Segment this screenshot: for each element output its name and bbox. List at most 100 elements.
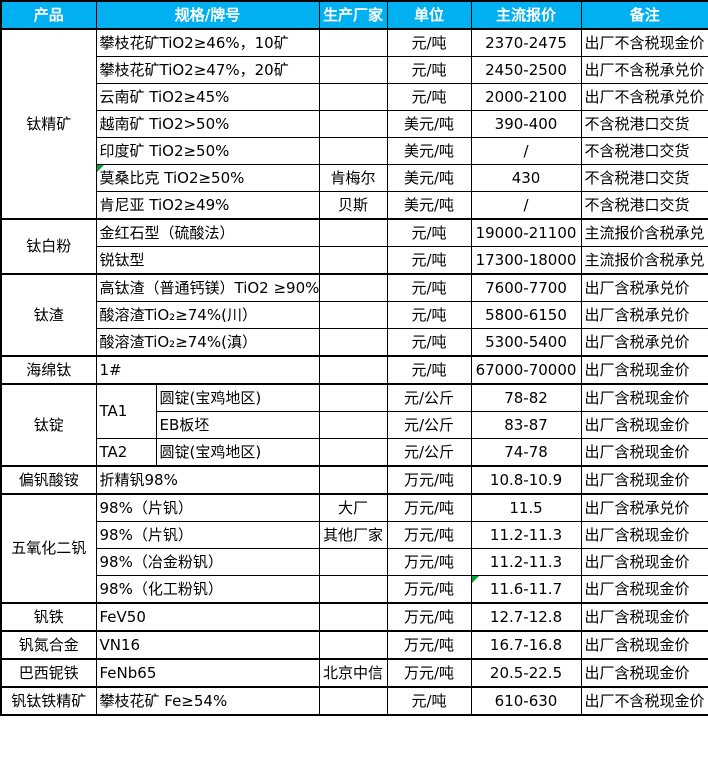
price-cell: 11.6-11.7	[470, 575, 582, 604]
spec-cell: 云南矿 TiO2≥45%	[95, 83, 320, 111]
note-cell: 出厂含税现金价	[580, 383, 708, 412]
vendor-cell	[318, 328, 388, 357]
table-row: 肯尼亚 TiO2≥49% 贝斯 美元/吨 / 不含税港口交货	[1, 191, 708, 220]
table-row: 98%（片钒） 其他厂家 万元/吨 11.2-11.3 出厂含税现金价	[1, 521, 708, 549]
vendor-cell: 肯梅尔	[318, 164, 388, 192]
unit-cell: 万元/吨	[386, 548, 472, 576]
vendor-cell	[318, 273, 388, 302]
table-row: 偏钒酸铵 折精钒98% 万元/吨 10.8-10.9 出厂含税现金价	[0, 465, 708, 495]
table-header: 产品 规格/牌号 生产厂家 单位 主流报价 备注	[0, 0, 708, 30]
table-row: 酸溶渣TiO₂≥74%(川） 元/吨 5800-6150 出厂含税承兑价	[1, 301, 708, 329]
price-cell: 17300-18000	[470, 246, 582, 275]
unit-cell: 万元/吨	[386, 521, 472, 549]
price-cell: 430	[470, 164, 582, 192]
product-cell: 钒铁	[0, 602, 97, 632]
vendor-cell	[318, 465, 388, 495]
vendor-cell	[318, 355, 388, 385]
col-header-spec: 规格/牌号	[95, 0, 320, 30]
note-cell: 出厂含税现金价	[580, 658, 708, 688]
note-cell: 出厂不含税承兑价	[580, 56, 708, 84]
price-text: 11.6-11.7	[489, 579, 563, 598]
price-cell: /	[470, 137, 582, 165]
vendor-cell	[318, 630, 388, 660]
unit-cell: 元/吨	[386, 301, 472, 329]
spec-cell: 1#	[95, 355, 320, 385]
vendor-cell: 贝斯	[318, 191, 388, 220]
unit-cell: 万元/吨	[386, 630, 472, 660]
price-cell: 7600-7700	[470, 273, 582, 302]
table-row: 越南矿 TiO2>50% 美元/吨 390-400 不含税港口交货	[1, 110, 708, 138]
table-row: 钛锭 TA1 圆锭(宝鸡地区) 元/公斤 78-82 出厂含税现金价	[0, 383, 708, 467]
product-cell: 钒钛铁精矿	[0, 686, 97, 716]
unit-cell: 万元/吨	[386, 575, 472, 604]
table-row: 巴西铌铁 FeNb65 北京中信 万元/吨 20.5-22.5 出厂含税现金价	[0, 658, 708, 688]
note-cell: 不含税港口交货	[580, 191, 708, 220]
spec-cell: 98%（化工粉钒）	[95, 575, 320, 604]
price-table: 产品 规格/牌号 生产厂家 单位 主流报价 备注 钛精矿 攀枝花矿TiO2≥46…	[0, 0, 708, 716]
vendor-cell	[318, 83, 388, 111]
note-cell: 出厂不含税承兑价	[580, 83, 708, 111]
price-cell: 83-87	[470, 411, 582, 439]
price-cell: 12.7-12.8	[470, 602, 582, 632]
spec-cell: 折精钒98%	[95, 465, 320, 495]
note-cell: 出厂含税现金价	[580, 630, 708, 660]
vendor-cell	[318, 438, 388, 467]
spec-cell: 高钛渣（普通钙镁）TiO2 ≥90%	[95, 273, 320, 302]
vendor-cell	[318, 686, 388, 716]
unit-cell: 美元/吨	[386, 164, 472, 192]
note-cell: 出厂含税现金价	[580, 438, 708, 467]
grade-cell: TA1	[95, 383, 157, 439]
vendor-cell	[318, 218, 388, 247]
table-row: 钒钛铁精矿 攀枝花矿 Fe≥54% 元/吨 610-630 出厂不含税现金价	[0, 686, 708, 716]
price-cell: 2450-2500	[470, 56, 582, 84]
price-cell: 2000-2100	[470, 83, 582, 111]
table-row: 五氧化二钒 98%（片钒） 大厂 万元/吨 11.5 出厂含税承兑价	[0, 493, 708, 604]
vendor-cell: 大厂	[318, 493, 388, 522]
note-cell: 出厂含税现金价	[580, 411, 708, 439]
price-cell: 16.7-16.8	[470, 630, 582, 660]
spec-cell: 攀枝花矿 Fe≥54%	[95, 686, 320, 716]
vendor-cell	[318, 56, 388, 84]
unit-cell: 元/公斤	[386, 383, 472, 412]
note-cell: 出厂不含税现金价	[580, 686, 708, 716]
comment-flag-icon	[472, 576, 479, 583]
vendor-cell	[318, 301, 388, 329]
unit-cell: 元/吨	[386, 328, 472, 357]
header-row: 产品 规格/牌号 生产厂家 单位 主流报价 备注	[0, 0, 708, 30]
table-row: 98%（冶金粉钒） 万元/吨 11.2-11.3 出厂含税现金价	[1, 548, 708, 576]
note-cell: 出厂含税现金价	[580, 602, 708, 632]
spec-cell: 酸溶渣TiO₂≥74%(川）	[95, 301, 320, 329]
vendor-cell: 其他厂家	[318, 521, 388, 549]
product-cell: 钒氮合金	[0, 630, 97, 660]
spec-cell: VN16	[95, 630, 320, 660]
unit-cell: 元/吨	[386, 218, 472, 247]
note-cell: 出厂含税承兑价	[580, 301, 708, 329]
spec-cell: EB板坯	[155, 411, 320, 439]
vendor-cell	[318, 411, 388, 439]
vendor-cell	[318, 28, 388, 57]
spec-cell: 锐钛型	[95, 246, 320, 275]
vendor-cell	[318, 137, 388, 165]
col-header-price: 主流报价	[470, 0, 582, 30]
col-header-vendor: 生产厂家	[318, 0, 388, 30]
note-cell: 出厂含税现金价	[580, 355, 708, 385]
vendor-cell	[318, 548, 388, 576]
note-cell: 出厂含税现金价	[580, 465, 708, 495]
unit-cell: 元/吨	[386, 686, 472, 716]
table-row: 钛精矿 攀枝花矿TiO2≥46%，10矿 元/吨 2370-2475 出厂不含税…	[0, 28, 708, 220]
unit-cell: 万元/吨	[386, 602, 472, 632]
note-cell: 不含税港口交货	[580, 164, 708, 192]
spec-cell: 98%（冶金粉钒）	[95, 548, 320, 576]
table-row: 攀枝花矿TiO2≥47%，20矿 元/吨 2450-2500 出厂不含税承兑价	[1, 56, 708, 84]
spec-cell: 圆锭(宝鸡地区)	[155, 383, 320, 412]
unit-cell: 万元/吨	[386, 493, 472, 522]
vendor-cell	[318, 246, 388, 275]
spec-cell: 98%（片钒）	[95, 493, 320, 522]
note-cell: 出厂含税现金价	[580, 548, 708, 576]
spec-cell: 圆锭(宝鸡地区)	[155, 438, 320, 467]
product-cell: 钛精矿	[0, 28, 97, 220]
col-header-product: 产品	[0, 0, 97, 30]
spec-cell: FeNb65	[95, 658, 320, 688]
comment-flag-icon	[97, 165, 104, 172]
price-cell: 10.8-10.9	[470, 465, 582, 495]
